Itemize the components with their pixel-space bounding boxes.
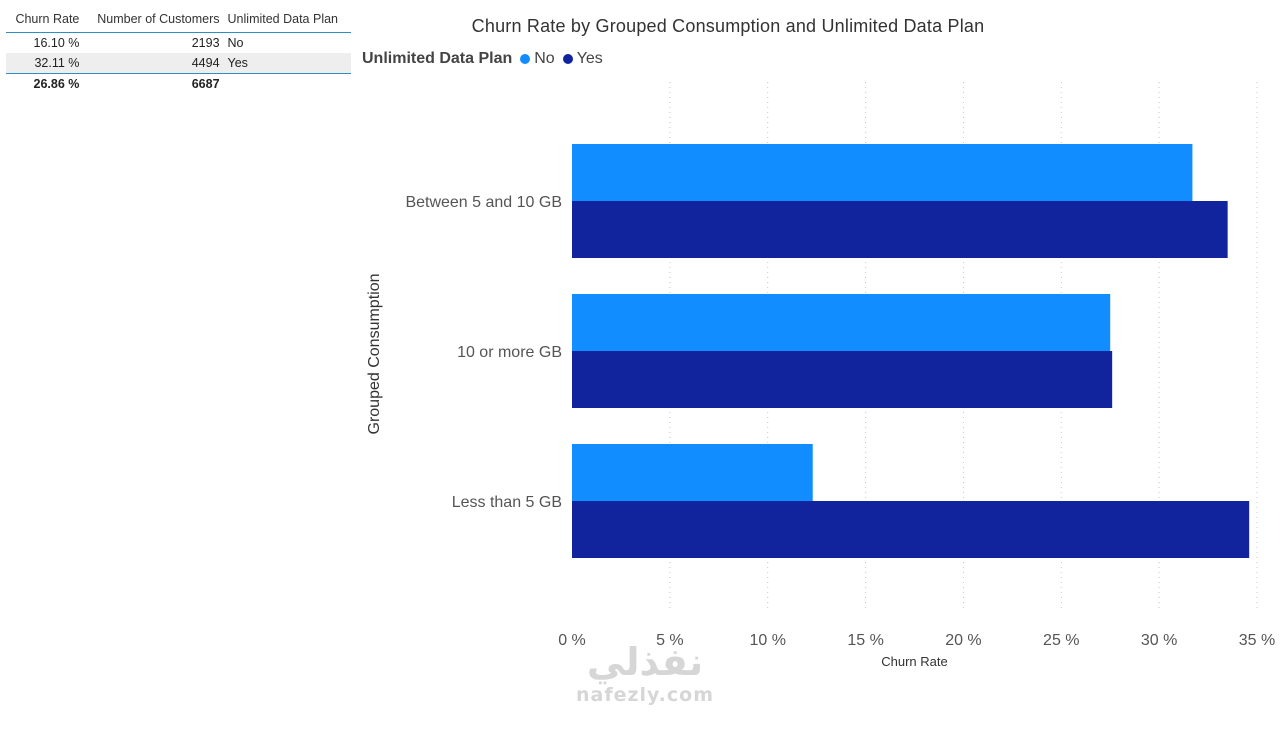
- watermark-logo: نفذلي nafezly.com: [560, 640, 730, 706]
- legend-dot-icon: [520, 54, 531, 64]
- x-tick-label: 20 %: [945, 632, 981, 649]
- bar-yes: [572, 201, 1228, 258]
- legend-dot-icon: [562, 54, 573, 64]
- cell-customers: 2193: [191, 36, 220, 50]
- header-churn-rate[interactable]: Churn Rate: [6, 8, 84, 33]
- cell-customers: 4494: [83, 53, 224, 74]
- total-customers: 6687: [83, 73, 224, 94]
- summary-table: Churn Rate Number of Customers Unlimited…: [6, 8, 351, 94]
- chart-legend: Unlimited Data Plan No Yes: [362, 50, 611, 68]
- table-header-row: Churn Rate Number of Customers Unlimited…: [6, 8, 351, 33]
- x-tick-label: 30 %: [1141, 632, 1177, 649]
- total-plan: [223, 73, 351, 94]
- x-tick-label: 35 %: [1239, 632, 1275, 649]
- x-tick-label: 10 %: [749, 632, 785, 649]
- x-tick-label: 25 %: [1043, 632, 1079, 649]
- legend-title: Unlimited Data Plan: [362, 50, 513, 67]
- watermark-arabic: نفذلي: [586, 640, 704, 684]
- category-label: Between 5 and 10 GB: [405, 194, 562, 211]
- x-tick-label: 0 %: [558, 632, 586, 649]
- legend-item-no[interactable]: No: [520, 50, 555, 68]
- cell-plan: No: [227, 36, 244, 50]
- table-total-row: 26.86 % 6687: [6, 73, 351, 94]
- watermark-latin: nafezly.com: [575, 684, 715, 706]
- y-axis-title: Grouped Consumption: [366, 274, 383, 435]
- legend-label: Yes: [576, 50, 603, 67]
- bar-yes: [572, 351, 1113, 408]
- x-tick-label: 15 %: [847, 632, 883, 649]
- chart-plot-area: 0 % 5 % 10 % 15 % 20 % 25 % 30 % 35 % Churn Rate…: [366, 82, 1275, 669]
- bar-yes: [572, 501, 1250, 558]
- bar-no: [572, 144, 1193, 201]
- cell-churn-rate: 32.11 %: [6, 53, 84, 74]
- header-number-of-customers[interactable]: Number of Customers: [83, 8, 224, 33]
- total-churn-rate: 26.86 %: [6, 73, 84, 94]
- cell-churn-rate: 16.10 %: [33, 36, 80, 50]
- x-tick-label: 5 %: [656, 632, 684, 649]
- table: Churn Rate Number of Customers Unlimited…: [6, 8, 351, 94]
- churn-bar-chart[interactable]: Churn Rate by Grouped Consumption and Un…: [355, 0, 1280, 730]
- chart-title: Churn Rate by Grouped Consumption and Un…: [471, 16, 985, 36]
- x-axis-title: Churn Rate: [881, 654, 947, 669]
- header-unlimited-data-plan[interactable]: Unlimited Data Plan: [223, 8, 351, 33]
- cell-plan: Yes: [223, 53, 351, 74]
- bar-no: [572, 444, 813, 501]
- bar-no: [572, 294, 1111, 351]
- table-row[interactable]: 32.11 % 4494 Yes: [6, 53, 351, 74]
- table-row[interactable]: 16.10 % 2193 No: [6, 33, 351, 54]
- category-label: Less than 5 GB: [452, 494, 562, 511]
- legend-item-yes[interactable]: Yes: [562, 50, 603, 68]
- category-label: 10 or more GB: [457, 344, 562, 361]
- legend-label: No: [534, 50, 555, 67]
